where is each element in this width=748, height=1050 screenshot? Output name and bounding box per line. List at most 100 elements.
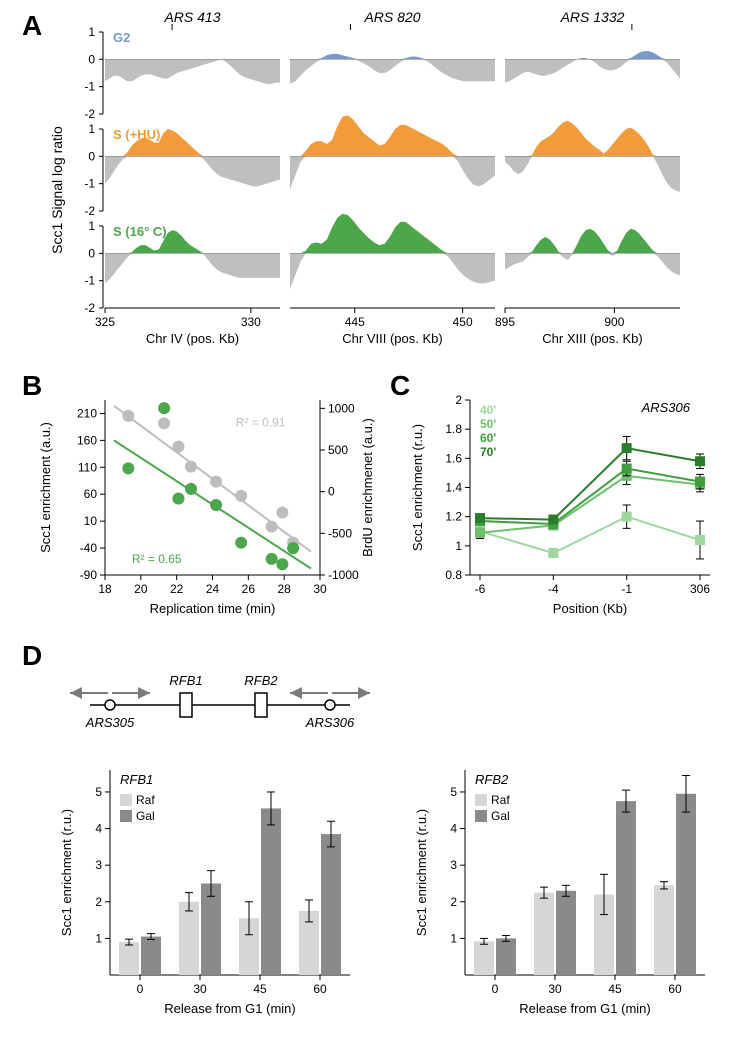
svg-text:Gal: Gal (136, 809, 155, 823)
svg-text:1: 1 (88, 219, 95, 233)
svg-text:24: 24 (206, 582, 220, 596)
svg-text:50': 50' (480, 417, 496, 431)
svg-text:110: 110 (78, 460, 97, 474)
svg-text:RFB1: RFB1 (120, 772, 153, 787)
svg-text:Replication time (min): Replication time (min) (150, 601, 276, 616)
svg-text:ARS306: ARS306 (305, 715, 355, 730)
svg-text:Gal: Gal (491, 809, 510, 823)
panel-c: 0.8 1 1.2 1.4 1.6 1.8 2 -6 -4 -1 306 Position (Kb) S… (390, 375, 748, 640)
svg-text:1: 1 (455, 539, 462, 553)
svg-text:2: 2 (95, 895, 102, 909)
svg-text:Scc1 enrichment (r.u.): Scc1 enrichment (r.u.) (410, 424, 425, 551)
svg-text:Chr VIII (pos. Kb): Chr VIII (pos. Kb) (342, 331, 442, 346)
svg-text:40': 40' (480, 403, 496, 417)
svg-text:BrdU enrichmenet (a.u.): BrdU enrichmenet (a.u.) (360, 418, 375, 557)
svg-text:3: 3 (450, 858, 457, 872)
svg-text:R² = 0.65: R² = 0.65 (132, 552, 182, 566)
svg-text:70': 70' (480, 445, 496, 459)
svg-text:-2: -2 (84, 301, 95, 315)
panel-b: 18202224262830-90-401060110160210-1000-5… (10, 375, 390, 640)
svg-text:-1000: -1000 (328, 568, 359, 582)
svg-text:-1: -1 (621, 582, 632, 596)
svg-text:Scc1 Signal log ratio: Scc1 Signal log ratio (49, 126, 65, 254)
svg-text:4: 4 (450, 822, 457, 836)
svg-text:1: 1 (450, 931, 457, 945)
svg-text:0: 0 (88, 246, 95, 260)
svg-text:S (+HU): S (+HU) (113, 127, 160, 142)
svg-text:Chr IV (pos. Kb): Chr IV (pos. Kb) (146, 331, 239, 346)
svg-text:0: 0 (137, 982, 144, 996)
svg-text:895: 895 (495, 315, 515, 329)
svg-text:-2: -2 (84, 107, 95, 121)
svg-text:22: 22 (170, 582, 184, 596)
svg-text:-2: -2 (84, 204, 95, 218)
svg-text:S (16° C): S (16° C) (113, 224, 167, 239)
svg-text:0: 0 (88, 52, 95, 66)
svg-text:ARS 820: ARS 820 (363, 9, 420, 25)
svg-text:Position (Kb): Position (Kb) (553, 601, 627, 616)
svg-text:1: 1 (88, 122, 95, 136)
svg-text:RFB2: RFB2 (244, 673, 278, 688)
panel-d: RFB1RFB2ARS305ARS306123450304560Release … (0, 640, 748, 1050)
svg-text:Scc1 enrichment (r.u.): Scc1 enrichment (r.u.) (414, 809, 429, 936)
svg-text:210: 210 (77, 406, 97, 420)
svg-text:Release from G1 (min): Release from G1 (min) (164, 1001, 295, 1016)
svg-text:60: 60 (668, 982, 682, 996)
svg-text:Scc1 enrichment (a.u.): Scc1 enrichment (a.u.) (38, 422, 53, 553)
svg-text:ARS305: ARS305 (85, 715, 135, 730)
svg-text:450: 450 (453, 315, 473, 329)
svg-text:20: 20 (134, 582, 148, 596)
svg-text:0: 0 (88, 149, 95, 163)
svg-text:Release from G1 (min): Release from G1 (min) (519, 1001, 650, 1016)
svg-text:30: 30 (193, 982, 207, 996)
svg-text:1: 1 (95, 931, 102, 945)
svg-text:5: 5 (95, 785, 102, 799)
svg-text:5: 5 (450, 785, 457, 799)
svg-text:R² = 0.91: R² = 0.91 (236, 416, 286, 430)
svg-text:45: 45 (253, 982, 267, 996)
svg-text:0.8: 0.8 (445, 568, 462, 582)
svg-text:-1: -1 (84, 274, 95, 288)
svg-text:-1: -1 (84, 80, 95, 94)
svg-text:900: 900 (604, 315, 624, 329)
svg-text:60: 60 (84, 487, 98, 501)
panel-a: Scc1 Signal log ratio ARS 413 ARS 820 ARS 1… (0, 0, 748, 360)
svg-text:60: 60 (313, 982, 327, 996)
svg-text:0: 0 (328, 485, 335, 499)
svg-text:10: 10 (84, 514, 98, 528)
svg-text:325: 325 (95, 315, 115, 329)
svg-text:445: 445 (345, 315, 365, 329)
svg-text:26: 26 (242, 582, 256, 596)
svg-text:2: 2 (450, 895, 457, 909)
svg-text:2: 2 (455, 393, 462, 407)
svg-text:RFB2: RFB2 (475, 772, 509, 787)
svg-text:306: 306 (690, 582, 710, 596)
svg-text:-90: -90 (80, 568, 98, 582)
svg-text:1: 1 (88, 25, 95, 39)
svg-text:-4: -4 (548, 582, 559, 596)
svg-text:1.2: 1.2 (445, 510, 462, 524)
svg-text:0: 0 (492, 982, 499, 996)
svg-text:Chr XIII (pos. Kb): Chr XIII (pos. Kb) (542, 331, 642, 346)
svg-text:1.6: 1.6 (445, 451, 462, 465)
svg-text:-6: -6 (475, 582, 486, 596)
svg-text:45: 45 (608, 982, 622, 996)
svg-text:28: 28 (277, 582, 291, 596)
svg-text:Raf: Raf (491, 793, 510, 807)
svg-text:ARS306: ARS306 (641, 400, 691, 415)
svg-text:G2: G2 (113, 30, 130, 45)
svg-text:1000: 1000 (328, 401, 355, 415)
svg-text:Scc1 enrichment (r.u.): Scc1 enrichment (r.u.) (59, 809, 74, 936)
svg-text:-40: -40 (80, 541, 98, 555)
svg-text:Raf: Raf (136, 793, 155, 807)
svg-text:60': 60' (480, 431, 496, 445)
svg-text:ARS 413: ARS 413 (163, 9, 220, 25)
svg-text:30: 30 (313, 582, 327, 596)
svg-text:RFB1: RFB1 (169, 673, 202, 688)
svg-text:1.8: 1.8 (445, 422, 462, 436)
svg-text:-1: -1 (84, 177, 95, 191)
svg-text:4: 4 (95, 822, 102, 836)
svg-text:1.4: 1.4 (445, 481, 462, 495)
svg-text:ARS 1332: ARS 1332 (560, 9, 625, 25)
svg-text:330: 330 (241, 315, 261, 329)
